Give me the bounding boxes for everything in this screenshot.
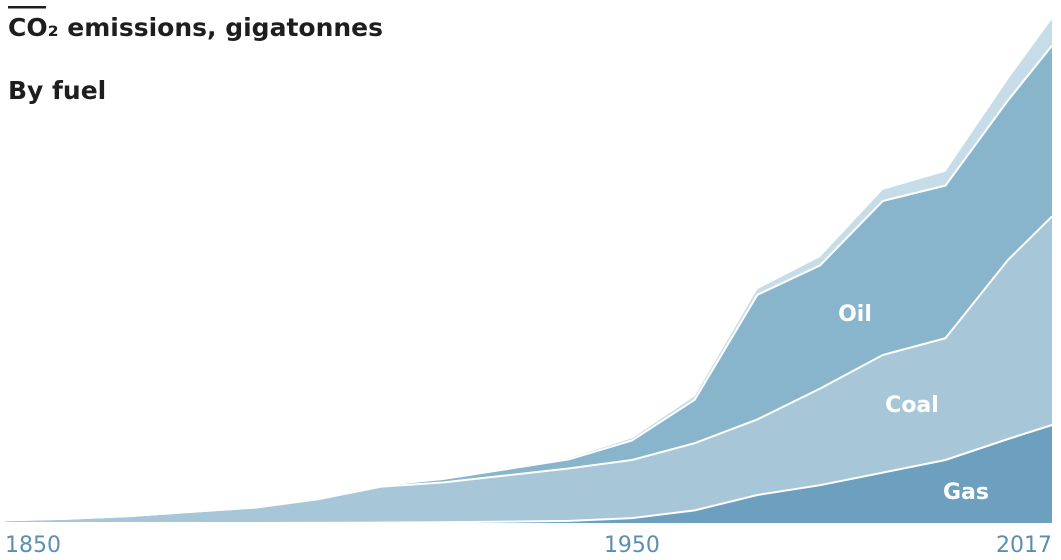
series-label: Oil: [838, 302, 872, 327]
chart-title: CO₂ emissions, gigatonnes: [8, 13, 383, 42]
chart-subtitle: By fuel: [8, 76, 106, 105]
area: [5, 425, 1052, 523]
area-edge: [4, 44, 1053, 522]
x-tick-label: 1950: [604, 533, 660, 558]
area-edge: [5, 424, 1053, 524]
x-tick-label: 2017: [996, 533, 1052, 558]
series-label: Coal: [885, 393, 939, 418]
series-label: Gas: [943, 480, 989, 505]
area: [5, 45, 1052, 521]
title-rule: [8, 6, 46, 9]
area: [5, 216, 1052, 523]
x-tick-label: 1850: [5, 533, 61, 558]
